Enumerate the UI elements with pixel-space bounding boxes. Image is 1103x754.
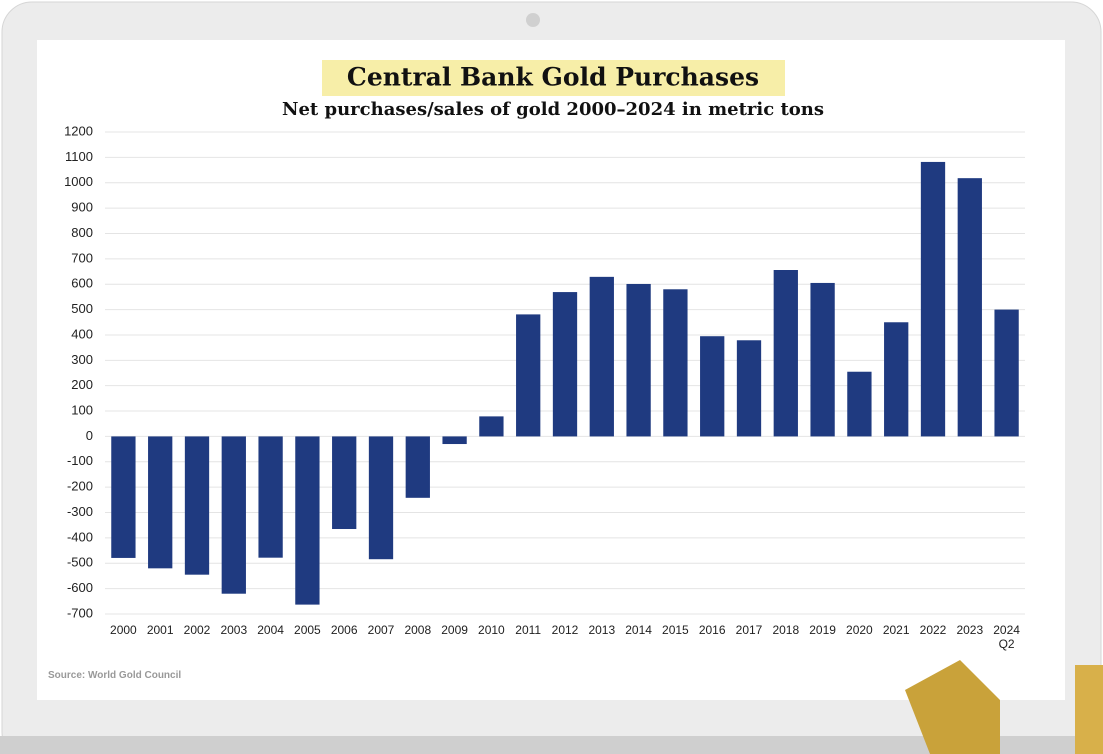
y-tick-label: 1100: [65, 149, 93, 164]
x-tick-label: 2001: [146, 623, 174, 637]
x-tick-label: 2023: [956, 623, 984, 637]
bar: [920, 161, 946, 437]
bar: [957, 178, 982, 437]
y-tick-label: -300: [67, 504, 93, 519]
x-tick-label: 2006: [330, 623, 358, 637]
bar: [295, 436, 320, 605]
bar: [221, 436, 246, 594]
x-tick-label: 2005: [294, 623, 321, 637]
y-tick-label: 400: [71, 326, 93, 341]
x-tick-label: 2014: [625, 623, 652, 637]
bar: [552, 292, 578, 437]
bar: [773, 270, 798, 437]
y-tick-label: 0: [86, 428, 93, 443]
gavel-decoration: [905, 660, 1000, 754]
x-tick-label: 2013: [588, 623, 616, 637]
y-tick-label: 900: [71, 200, 93, 215]
x-tick-label: 2020: [846, 623, 873, 637]
x-tick-label: 2015: [662, 623, 689, 637]
x-tick-label: 2019: [809, 623, 836, 637]
x-tick-label: 2009: [441, 623, 468, 637]
x-tick-label: 2008: [404, 623, 432, 637]
y-tick-label: -100: [67, 453, 93, 468]
x-tick-label: 2000: [110, 623, 137, 637]
y-tick-label: -700: [67, 605, 93, 620]
bar: [148, 436, 173, 569]
x-tick-label: 2021: [882, 623, 910, 637]
laptop-base: [0, 736, 1103, 754]
y-tick-label: 300: [71, 352, 93, 367]
x-tick-label: 2016: [698, 623, 726, 637]
y-tick-label: 100: [71, 402, 93, 417]
bar: [626, 283, 651, 437]
y-tick-label: 600: [71, 276, 93, 291]
x-tick-label: 2018: [772, 623, 800, 637]
camera: [526, 13, 540, 27]
bar: [663, 289, 688, 437]
x-tick-label: 2010: [478, 623, 505, 637]
chart-subtitle: Net purchases/sales of gold 2000–2024 in…: [282, 99, 824, 120]
bar: [184, 436, 210, 575]
y-tick-label: -600: [67, 580, 93, 595]
x-tick-label: 2004: [257, 623, 284, 637]
bar: [736, 340, 762, 437]
x-tick-label: 2017: [735, 623, 763, 637]
x-tick-label: 2022: [919, 623, 947, 637]
bar: [442, 436, 467, 445]
y-tick-label: 800: [71, 225, 93, 240]
y-tick-label: 500: [71, 301, 93, 316]
x-tick-label: 2024 Q2: [993, 623, 1020, 651]
bars: [111, 161, 1019, 605]
bar: [405, 436, 430, 498]
bar: [884, 322, 909, 437]
y-tick-label: 1000: [64, 174, 93, 189]
chart-title: Central Bank Gold Purchases: [347, 63, 759, 92]
y-tick-label: -400: [67, 529, 93, 544]
y-tick-label: 200: [71, 377, 93, 392]
bar: [810, 282, 835, 437]
y-tick-label: -500: [67, 555, 93, 570]
grid: -700 -600 -500 -400 -300 -200 -100 0 100 200 300 40…: [64, 123, 1025, 620]
bar: [700, 336, 725, 437]
gavel-decoration: [1075, 665, 1103, 754]
x-tick-label: 2012: [551, 623, 579, 637]
screen: [37, 40, 1065, 700]
x-tick-label: 2003: [220, 623, 248, 637]
bar: [332, 436, 357, 530]
y-tick-label: 700: [71, 250, 93, 265]
y-tick-label: -200: [67, 479, 93, 494]
x-tick-label: 2007: [367, 623, 395, 637]
y-tick-label: 1200: [64, 123, 93, 138]
bar: [368, 436, 394, 560]
bar: [111, 436, 136, 558]
x-tick-label: 2011: [515, 623, 542, 637]
bar: [516, 314, 541, 437]
bar: [258, 436, 283, 558]
source-note: Source: World Gold Council: [48, 670, 182, 681]
bar: [589, 276, 614, 437]
x-tick-label: 2002: [183, 623, 211, 637]
title-highlight: [322, 60, 785, 96]
bar: [994, 309, 1019, 437]
bar: [847, 371, 872, 437]
bar: [479, 416, 504, 437]
